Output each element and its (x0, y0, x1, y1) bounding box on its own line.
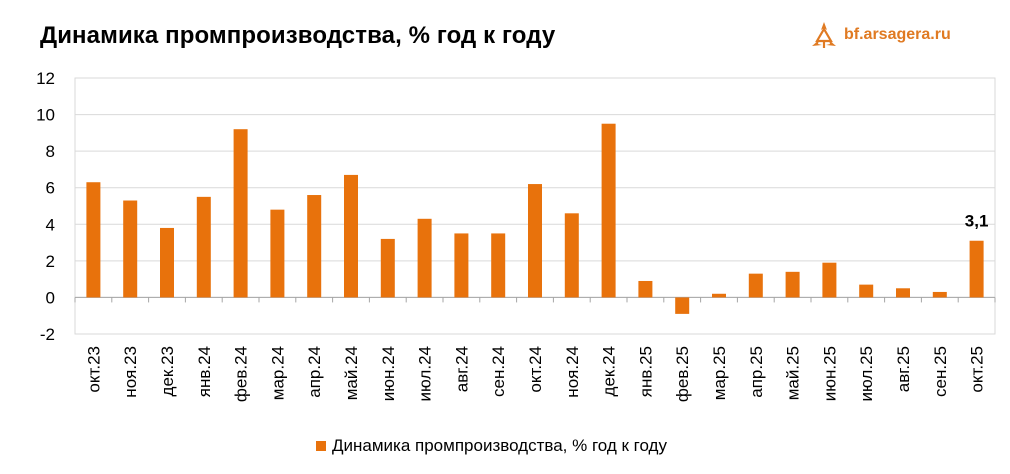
y-tick-label: 4 (46, 215, 55, 234)
bar (896, 288, 910, 298)
x-tick-label: янв.25 (636, 346, 655, 397)
x-tick-label: июл.24 (416, 346, 435, 401)
x-tick-label: ноя.23 (121, 346, 140, 398)
bar (307, 195, 322, 298)
y-tick-label: 10 (36, 106, 55, 125)
bar (675, 297, 690, 314)
bar (454, 233, 469, 298)
legend-label: Динамика промпроизводства, % год к году (332, 436, 667, 455)
bar (601, 123, 616, 298)
legend: Динамика промпроизводства, % год к году (316, 436, 667, 456)
bar (859, 284, 874, 298)
bar (822, 262, 837, 298)
y-tick-label: 2 (46, 252, 55, 271)
bar (528, 184, 542, 298)
y-tick-label: -2 (40, 325, 55, 344)
x-tick-label: май.24 (342, 346, 361, 400)
x-tick-label: сен.25 (931, 346, 950, 397)
bar (491, 233, 506, 298)
x-tick-label: фев.24 (232, 346, 251, 402)
bar (123, 200, 138, 298)
x-tick-label: сен.24 (489, 346, 508, 397)
x-tick-label: ноя.24 (563, 346, 582, 398)
logo-text: bf.arsagera.ru (844, 26, 951, 43)
y-tick-label: 6 (46, 179, 55, 198)
x-tick-label: янв.24 (195, 346, 214, 397)
x-tick-label: окт.24 (526, 346, 545, 393)
bar (417, 218, 432, 298)
arsagera-logo-icon (812, 22, 836, 48)
x-tick-label: июн.25 (820, 346, 839, 401)
x-tick-label: авг.25 (894, 346, 913, 392)
bar (969, 240, 984, 298)
logo[interactable]: bf.arsagera.ru (808, 18, 951, 52)
x-tick-label: авг.24 (452, 346, 471, 392)
x-tick-label: май.25 (784, 346, 803, 400)
bar (233, 129, 248, 298)
x-tick-label: апр.24 (305, 346, 324, 398)
x-tick-label: апр.25 (747, 346, 766, 398)
y-tick-label: 12 (36, 69, 55, 88)
bar (86, 182, 101, 298)
bar (344, 174, 358, 298)
bar (785, 271, 800, 298)
data-label: 3,1 (965, 212, 989, 231)
bar (932, 291, 947, 298)
legend-swatch (316, 441, 326, 451)
bar (712, 293, 726, 298)
bar (638, 280, 653, 298)
y-tick-label: 0 (46, 288, 55, 307)
bar (748, 273, 763, 298)
x-tick-label: мар.24 (268, 346, 287, 400)
x-tick-label: фев.25 (673, 346, 692, 402)
bar (380, 238, 395, 298)
x-tick-label: июн.24 (379, 346, 398, 401)
x-tick-label: окт.23 (84, 346, 103, 393)
x-tick-label: мар.25 (710, 346, 729, 400)
x-tick-label: окт.25 (968, 346, 987, 393)
chart-title: Динамика промпроизводства, % год к году (40, 22, 556, 49)
x-tick-label: июл.25 (857, 346, 876, 401)
bar (270, 209, 285, 298)
bar (160, 227, 174, 298)
x-tick-label: дек.23 (158, 346, 177, 396)
x-tick-label: дек.24 (600, 346, 619, 396)
y-tick-label: 8 (46, 142, 55, 161)
bar (196, 196, 211, 298)
bar (564, 213, 579, 298)
